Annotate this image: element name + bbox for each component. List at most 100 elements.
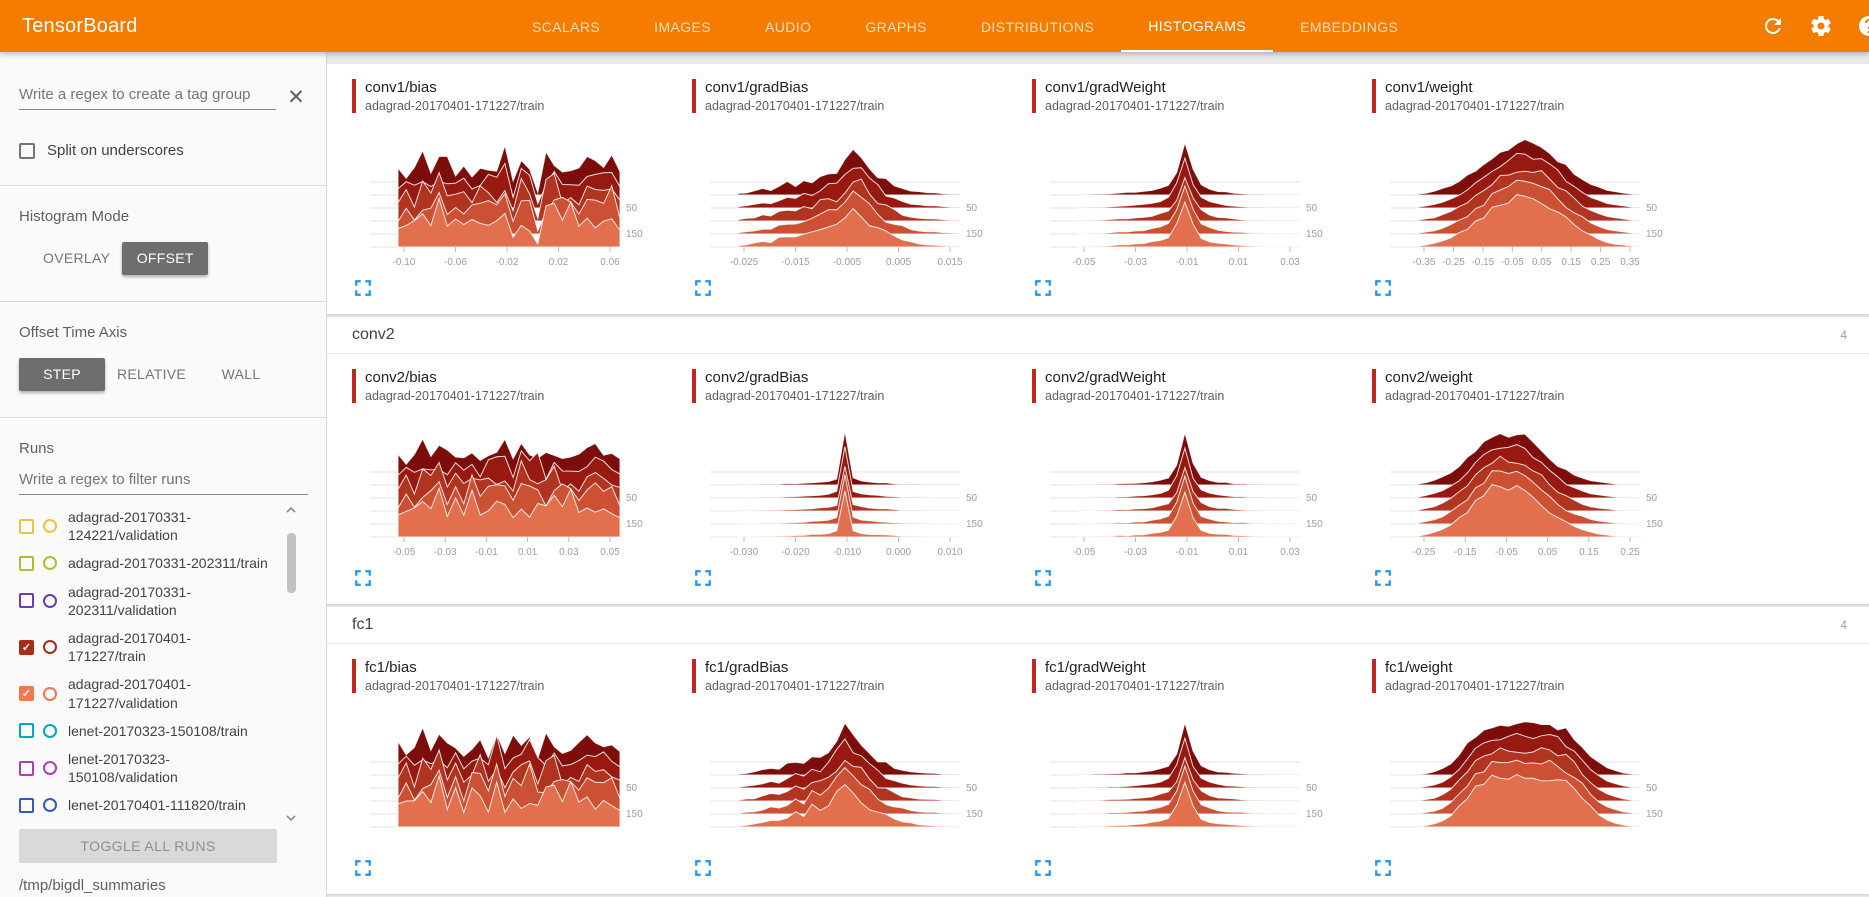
- svg-text:-0.01: -0.01: [1176, 257, 1199, 268]
- card-title: fc1/bias adagrad-20170401-171227/train: [352, 659, 692, 693]
- toggle-all-runs-button[interactable]: TOGGLE ALL RUNS: [19, 829, 277, 863]
- svg-text:0.000: 0.000: [886, 547, 911, 558]
- histogram-chart[interactable]: 50 150 -0.35 -0.25 -0.15 -0.05 0.05 0.15 0.25 0.3…: [1372, 117, 1672, 275]
- card-tag-name: conv2/weight: [1385, 369, 1473, 386]
- svg-text:50: 50: [1646, 203, 1658, 214]
- expand-card-icon[interactable]: [1034, 279, 1052, 297]
- axis-step-button[interactable]: STEP: [19, 357, 105, 391]
- run-radio[interactable]: [43, 593, 57, 608]
- expand-card-icon[interactable]: [1374, 569, 1392, 587]
- scroll-down-icon[interactable]: [285, 813, 297, 823]
- tag-group-header[interactable]: fc1 4: [327, 607, 1869, 644]
- svg-text:0.35: 0.35: [1620, 257, 1640, 268]
- expand-card-icon[interactable]: [354, 279, 372, 297]
- clear-tag-filter-icon[interactable]: ✕: [287, 86, 305, 109]
- tab-graphs[interactable]: GRAPHS: [865, 19, 927, 35]
- expand-card-icon[interactable]: [354, 569, 372, 587]
- run-checkbox[interactable]: [19, 760, 34, 776]
- run-checkbox[interactable]: [19, 723, 34, 739]
- histogram-chart[interactable]: 50 150 -0.030 -0.020 -0.010 0.000 0.010: [692, 407, 992, 565]
- svg-text:-0.05: -0.05: [393, 547, 416, 558]
- expand-card-icon[interactable]: [354, 859, 372, 877]
- expand-card-icon[interactable]: [694, 279, 712, 297]
- card-run-name: adagrad-20170401-171227/train: [1385, 679, 1565, 693]
- tab-distributions[interactable]: DISTRIBUTIONS: [980, 19, 1095, 35]
- run-checkbox[interactable]: ✓: [19, 639, 34, 655]
- run-radio[interactable]: [43, 686, 57, 701]
- run-checkbox[interactable]: [19, 518, 34, 534]
- histogram-chart[interactable]: 50 150 -0.25 -0.15 -0.05 0.05 0.15 0.25: [1372, 407, 1672, 565]
- run-list-item[interactable]: lenet-20170401-111820/validation: [0, 819, 326, 825]
- svg-text:0.01: 0.01: [1229, 257, 1249, 268]
- expand-card-icon[interactable]: [1374, 859, 1392, 877]
- tag-group-header[interactable]: conv2 4: [327, 317, 1869, 354]
- svg-text:0.03: 0.03: [1280, 547, 1300, 558]
- expand-card-icon[interactable]: [694, 859, 712, 877]
- scroll-up-icon[interactable]: [285, 505, 297, 515]
- run-list-item[interactable]: adagrad-20170331-202311/train: [0, 549, 326, 577]
- expand-card-icon[interactable]: [1034, 859, 1052, 877]
- svg-text:50: 50: [1646, 493, 1658, 504]
- run-checkbox[interactable]: [19, 555, 34, 571]
- refresh-icon[interactable]: [1761, 14, 1785, 38]
- histogram-chart[interactable]: 50 150 -0.05 -0.03 -0.01 0.01 0.03: [1032, 117, 1332, 275]
- svg-text:50: 50: [1646, 783, 1658, 794]
- run-checkbox[interactable]: ✓: [19, 686, 34, 701]
- svg-text:50: 50: [966, 493, 978, 504]
- gear-icon[interactable]: [1809, 14, 1833, 38]
- run-radio[interactable]: [43, 640, 57, 655]
- svg-text:50: 50: [626, 783, 638, 794]
- run-checkbox[interactable]: [19, 593, 34, 609]
- card-title: conv1/bias adagrad-20170401-171227/train: [352, 79, 692, 113]
- run-list-item[interactable]: adagrad-20170331-202311/validation: [0, 578, 326, 624]
- histogram-chart[interactable]: 50 150: [1372, 697, 1672, 855]
- split-underscores-checkbox[interactable]: [19, 142, 35, 159]
- tab-embeddings[interactable]: EMBEDDINGS: [1300, 19, 1399, 35]
- run-radio[interactable]: [43, 723, 57, 738]
- histogram-chart[interactable]: 50 150: [1032, 697, 1332, 855]
- run-list-item[interactable]: lenet-20170401-111820/train: [0, 791, 326, 819]
- tag-regex-input[interactable]: [19, 82, 276, 110]
- svg-text:0.010: 0.010: [937, 547, 962, 558]
- histogram-chart[interactable]: 50 150 -0.025 -0.015 -0.005 0.005 0.015: [692, 117, 992, 275]
- histogram-chart[interactable]: 50 150: [352, 697, 652, 855]
- tab-histograms[interactable]: HISTOGRAMS: [1121, 0, 1274, 52]
- svg-text:0.05: 0.05: [1538, 547, 1558, 558]
- run-list-item[interactable]: lenet-20170323-150108/train: [0, 717, 326, 745]
- tab-images[interactable]: IMAGES: [654, 19, 712, 35]
- axis-wall-button[interactable]: WALL: [221, 365, 261, 382]
- histogram-chart[interactable]: 50 150 -0.10 -0.06 -0.02 0.02 0.06: [352, 117, 652, 275]
- card-tag-name: conv2/gradBias: [705, 369, 809, 386]
- tab-audio[interactable]: AUDIO: [765, 19, 812, 35]
- card-tag-name: fc1/weight: [1385, 659, 1453, 676]
- svg-text:150: 150: [626, 809, 643, 820]
- svg-text:50: 50: [966, 203, 978, 214]
- runs-label: Runs: [19, 440, 55, 457]
- axis-relative-button[interactable]: RELATIVE: [117, 365, 187, 382]
- run-radio[interactable]: [43, 761, 57, 776]
- run-list-item[interactable]: adagrad-20170331-124221/validation: [0, 503, 326, 549]
- run-radio[interactable]: [43, 519, 57, 534]
- run-radio[interactable]: [43, 556, 57, 571]
- run-filter-input[interactable]: [19, 467, 308, 495]
- run-list-item[interactable]: ✓ adagrad-20170401-171227/validation: [0, 670, 326, 716]
- expand-card-icon[interactable]: [694, 569, 712, 587]
- tab-scalars[interactable]: SCALARS: [532, 19, 601, 35]
- histogram-chart[interactable]: 50 150 -0.05 -0.03 -0.01 0.01 0.03: [1032, 407, 1332, 565]
- histogram-chart[interactable]: 50 150: [692, 697, 992, 855]
- expand-card-icon[interactable]: [1374, 279, 1392, 297]
- scrollbar-thumb[interactable]: [287, 533, 296, 593]
- histogram-card: fc1/weight adagrad-20170401-171227/train…: [1372, 659, 1712, 882]
- mode-overlay-button[interactable]: OVERLAY: [43, 249, 111, 266]
- histogram-card: conv2/weight adagrad-20170401-171227/tra…: [1372, 369, 1712, 592]
- run-checkbox[interactable]: [19, 797, 34, 813]
- expand-card-icon[interactable]: [1034, 569, 1052, 587]
- run-list-item[interactable]: lenet-20170323-150108/validation: [0, 745, 326, 791]
- run-list-item[interactable]: ✓ adagrad-20170401-171227/train: [0, 624, 326, 670]
- run-radio[interactable]: [43, 798, 57, 813]
- help-icon[interactable]: [1857, 14, 1869, 38]
- tag-group-count: 4: [1840, 328, 1847, 342]
- mode-offset-button[interactable]: OFFSET: [122, 241, 209, 275]
- histogram-chart[interactable]: 50 150 -0.05 -0.03 -0.01 0.01 0.03 0.05: [352, 407, 652, 565]
- card-run-name: adagrad-20170401-171227/train: [705, 99, 885, 113]
